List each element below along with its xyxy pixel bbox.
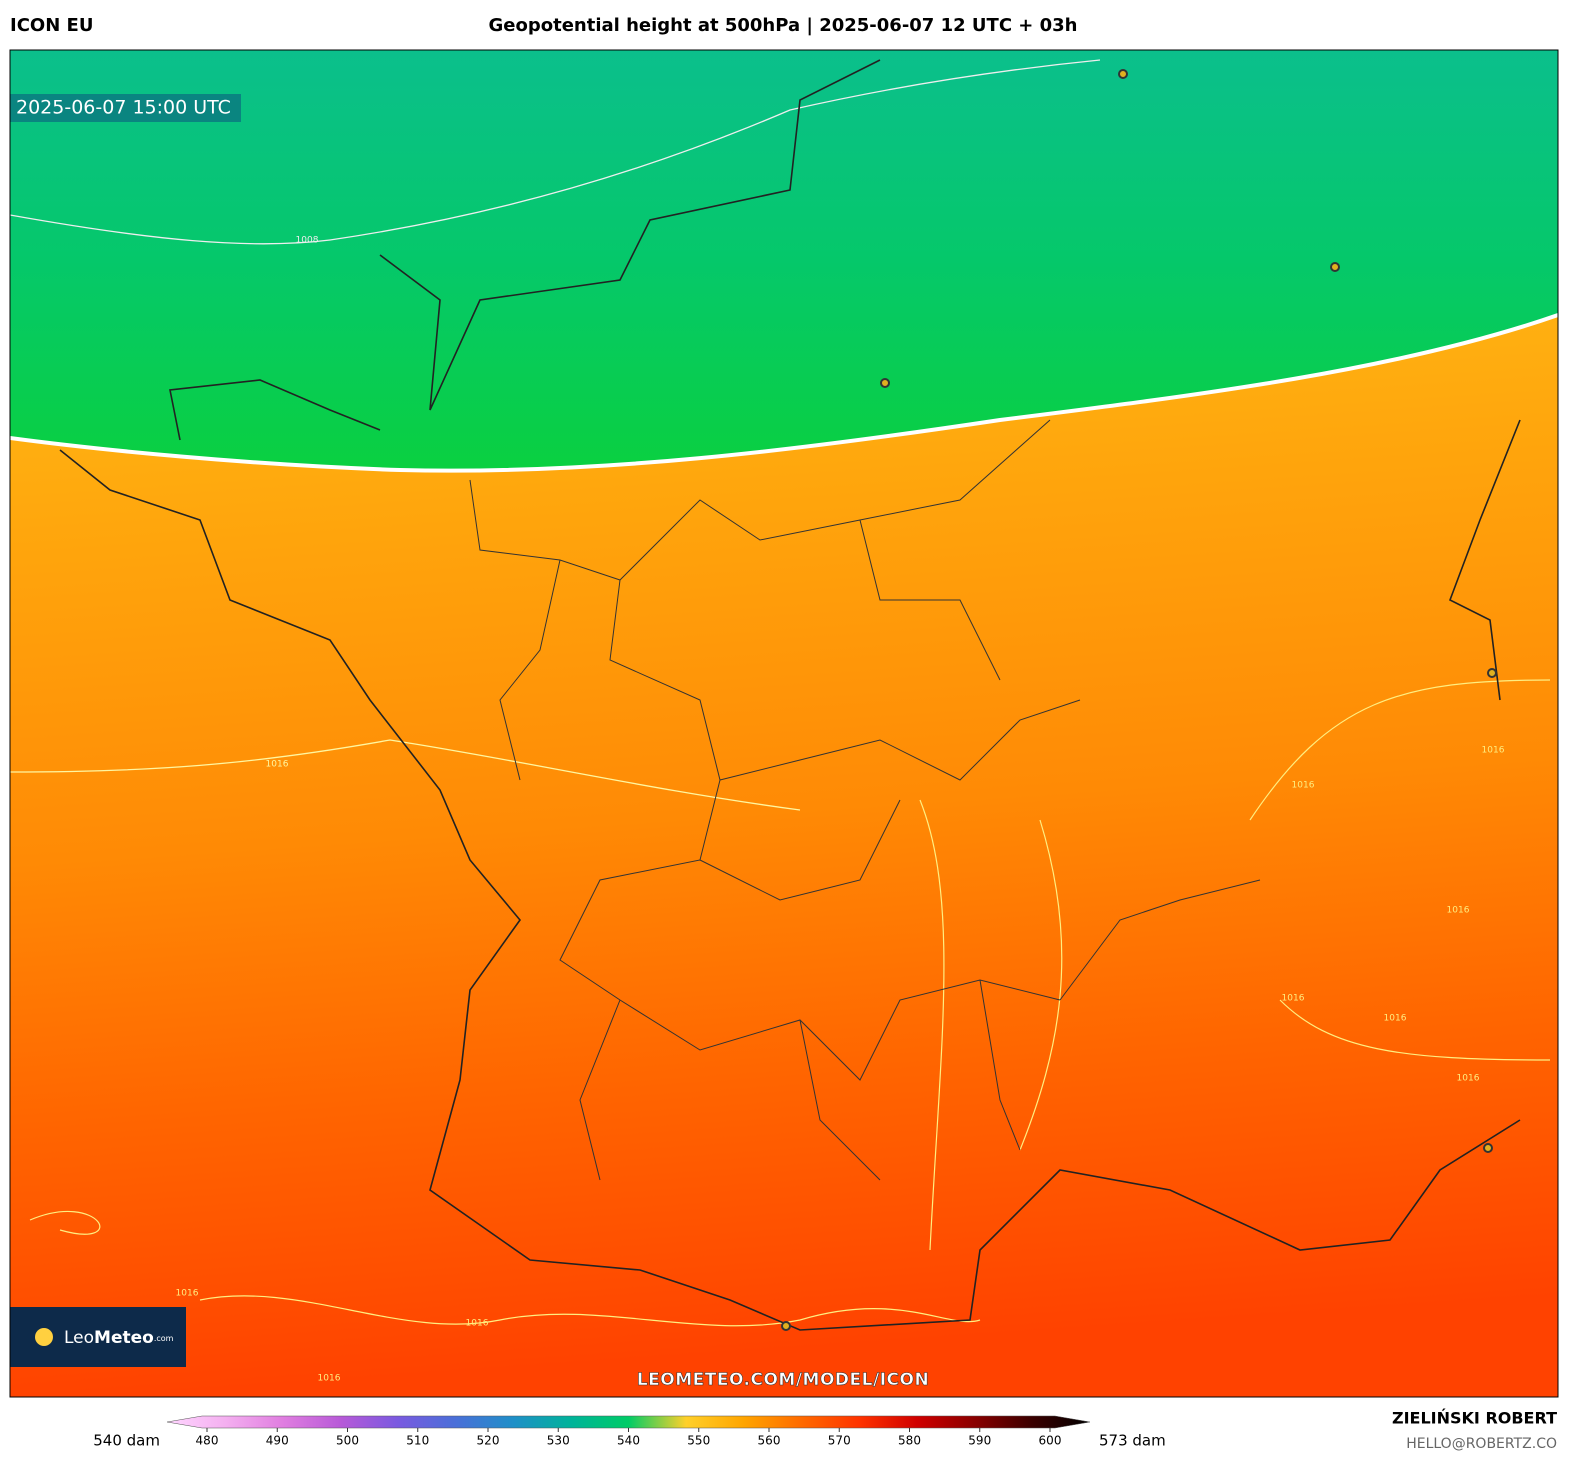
contour-label: 1016 xyxy=(1282,994,1305,1004)
logo-bold: Meteo xyxy=(94,1328,154,1348)
contour-label: 1016 xyxy=(318,1374,341,1384)
colorbar-tick-label: 520 xyxy=(477,1434,500,1448)
model-name: ICON EU xyxy=(10,15,93,36)
colorbar: 480 490 500 510 520 530 540 550 560 570 580 590 600 xyxy=(166,1415,1091,1448)
watermark: LEOMETEO.COM/MODEL/ICON xyxy=(637,1370,929,1390)
contour-label: 1016 xyxy=(466,1319,489,1329)
contour-label: 1016 xyxy=(1292,781,1315,791)
contour-label: 1016 xyxy=(176,1289,199,1299)
contour-label: 1008 xyxy=(296,236,319,246)
colorbar-tick-label: 480 xyxy=(196,1434,219,1448)
isobar xyxy=(10,59,1101,245)
map-frame xyxy=(9,49,1559,1398)
colorbar-tick-label: 570 xyxy=(828,1434,851,1448)
colorbar-body xyxy=(166,1415,1091,1429)
contour-label: 1016 xyxy=(266,760,289,770)
map: 1008 1016 1016 1016 1016 1016 1016 1016 1016 1016… xyxy=(10,50,1558,1397)
colorbar-tick-label: 590 xyxy=(968,1434,991,1448)
logo-sun xyxy=(35,1328,53,1346)
contour-label: 1016 xyxy=(1457,1074,1480,1084)
contour-label: 1016 xyxy=(1482,746,1505,756)
logo-suffix: .com xyxy=(154,1334,174,1343)
valid-time: 2025-06-07 15:00 UTC xyxy=(16,97,231,119)
logo-text: LeoMeteo.com xyxy=(64,1328,174,1348)
cool-field xyxy=(10,50,1558,471)
colorbar-tick-label: 600 xyxy=(1039,1434,1062,1448)
colorbar-tick-label: 550 xyxy=(687,1434,710,1448)
email: HELLO@ROBERTZ.CO xyxy=(1406,1436,1557,1452)
contour-label: 1016 xyxy=(1447,906,1470,916)
colorbar-tick-label: 530 xyxy=(547,1434,570,1448)
max-label: 573 dam xyxy=(1099,1432,1166,1450)
cities xyxy=(781,69,1497,1331)
isobar xyxy=(29,679,1551,1327)
colorbar-tick-label: 500 xyxy=(336,1434,359,1448)
map-title: Geopotential height at 500hPa | 2025-06-… xyxy=(488,15,1077,36)
colorbar-tick-label: 490 xyxy=(266,1434,289,1448)
region-borders xyxy=(469,419,1261,1181)
author: ZIELIŃSKI ROBERT xyxy=(1392,1409,1557,1428)
min-label: 540 dam xyxy=(93,1432,160,1450)
contour-label: 1016 xyxy=(1384,1014,1407,1024)
colorbar-tick-label: 510 xyxy=(406,1434,429,1448)
coastline-border xyxy=(59,59,1521,1331)
colorbar-tick-label: 560 xyxy=(758,1434,781,1448)
colorbar-tick-label: 540 xyxy=(617,1434,640,1448)
isobar xyxy=(10,739,801,811)
time-badge xyxy=(10,94,241,122)
contour-552 xyxy=(10,313,1558,473)
colorbar-tick-label: 580 xyxy=(898,1434,921,1448)
logo-light: Leo xyxy=(64,1328,94,1348)
